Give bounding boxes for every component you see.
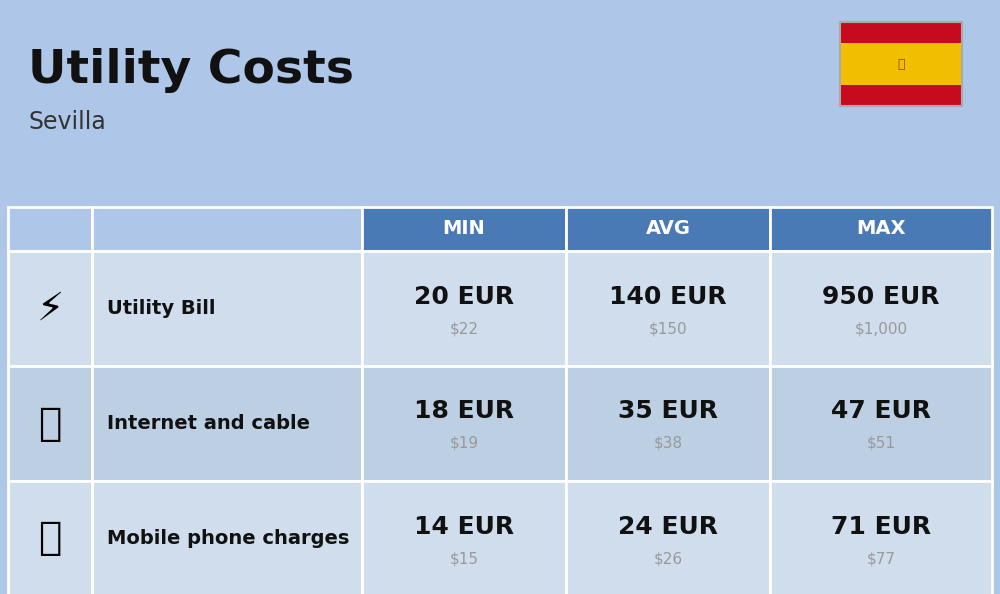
Text: 950 EUR: 950 EUR bbox=[822, 285, 940, 308]
Bar bbox=[8, 481, 92, 594]
Text: 14 EUR: 14 EUR bbox=[414, 514, 514, 539]
Bar bbox=[770, 366, 992, 481]
Text: 👑: 👑 bbox=[897, 58, 905, 71]
Text: 47 EUR: 47 EUR bbox=[831, 400, 931, 424]
Text: Sevilla: Sevilla bbox=[28, 110, 106, 134]
Text: MAX: MAX bbox=[856, 220, 906, 239]
Bar bbox=[566, 366, 770, 481]
Bar bbox=[8, 366, 92, 481]
Bar bbox=[362, 481, 566, 594]
Bar bbox=[566, 207, 770, 251]
Text: ⚡: ⚡ bbox=[36, 289, 64, 327]
Text: $26: $26 bbox=[653, 551, 683, 566]
Bar bbox=[840, 22, 962, 106]
Text: $22: $22 bbox=[450, 321, 479, 336]
Text: Utility Bill: Utility Bill bbox=[107, 299, 216, 318]
Text: 71 EUR: 71 EUR bbox=[831, 514, 931, 539]
Text: $150: $150 bbox=[649, 321, 687, 336]
Bar bbox=[840, 22, 962, 43]
Text: 📱: 📱 bbox=[38, 520, 62, 558]
Text: 24 EUR: 24 EUR bbox=[618, 514, 718, 539]
Bar bbox=[362, 366, 566, 481]
Bar bbox=[770, 481, 992, 594]
Text: 140 EUR: 140 EUR bbox=[609, 285, 727, 308]
Bar bbox=[8, 207, 92, 251]
Bar bbox=[770, 207, 992, 251]
Bar bbox=[566, 481, 770, 594]
Text: 📶: 📶 bbox=[38, 405, 62, 443]
Bar bbox=[566, 251, 770, 366]
Text: $1,000: $1,000 bbox=[854, 321, 908, 336]
Text: $15: $15 bbox=[450, 551, 479, 566]
Bar bbox=[840, 85, 962, 106]
Text: Mobile phone charges: Mobile phone charges bbox=[107, 529, 349, 548]
Text: 18 EUR: 18 EUR bbox=[414, 400, 514, 424]
Text: Internet and cable: Internet and cable bbox=[107, 414, 310, 433]
Bar bbox=[92, 251, 362, 366]
Bar bbox=[362, 207, 566, 251]
Text: $19: $19 bbox=[449, 436, 479, 451]
Text: $77: $77 bbox=[866, 551, 896, 566]
Bar bbox=[8, 251, 92, 366]
Bar bbox=[840, 43, 962, 85]
Bar bbox=[362, 251, 566, 366]
Bar bbox=[92, 207, 362, 251]
Text: MIN: MIN bbox=[443, 220, 485, 239]
Text: 35 EUR: 35 EUR bbox=[618, 400, 718, 424]
Bar bbox=[92, 481, 362, 594]
Text: AVG: AVG bbox=[646, 220, 690, 239]
Text: Utility Costs: Utility Costs bbox=[28, 48, 354, 93]
Bar bbox=[92, 366, 362, 481]
Bar bbox=[770, 251, 992, 366]
Text: $51: $51 bbox=[866, 436, 896, 451]
Text: $38: $38 bbox=[653, 436, 683, 451]
Text: 20 EUR: 20 EUR bbox=[414, 285, 514, 308]
